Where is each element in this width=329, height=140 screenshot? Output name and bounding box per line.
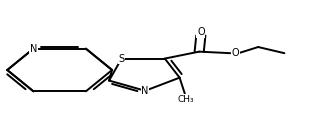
Text: CH₃: CH₃ [178, 95, 194, 104]
Text: O: O [231, 48, 239, 58]
Text: N: N [141, 86, 149, 96]
Text: O: O [197, 27, 205, 37]
Text: N: N [30, 44, 37, 54]
Text: S: S [118, 54, 125, 64]
